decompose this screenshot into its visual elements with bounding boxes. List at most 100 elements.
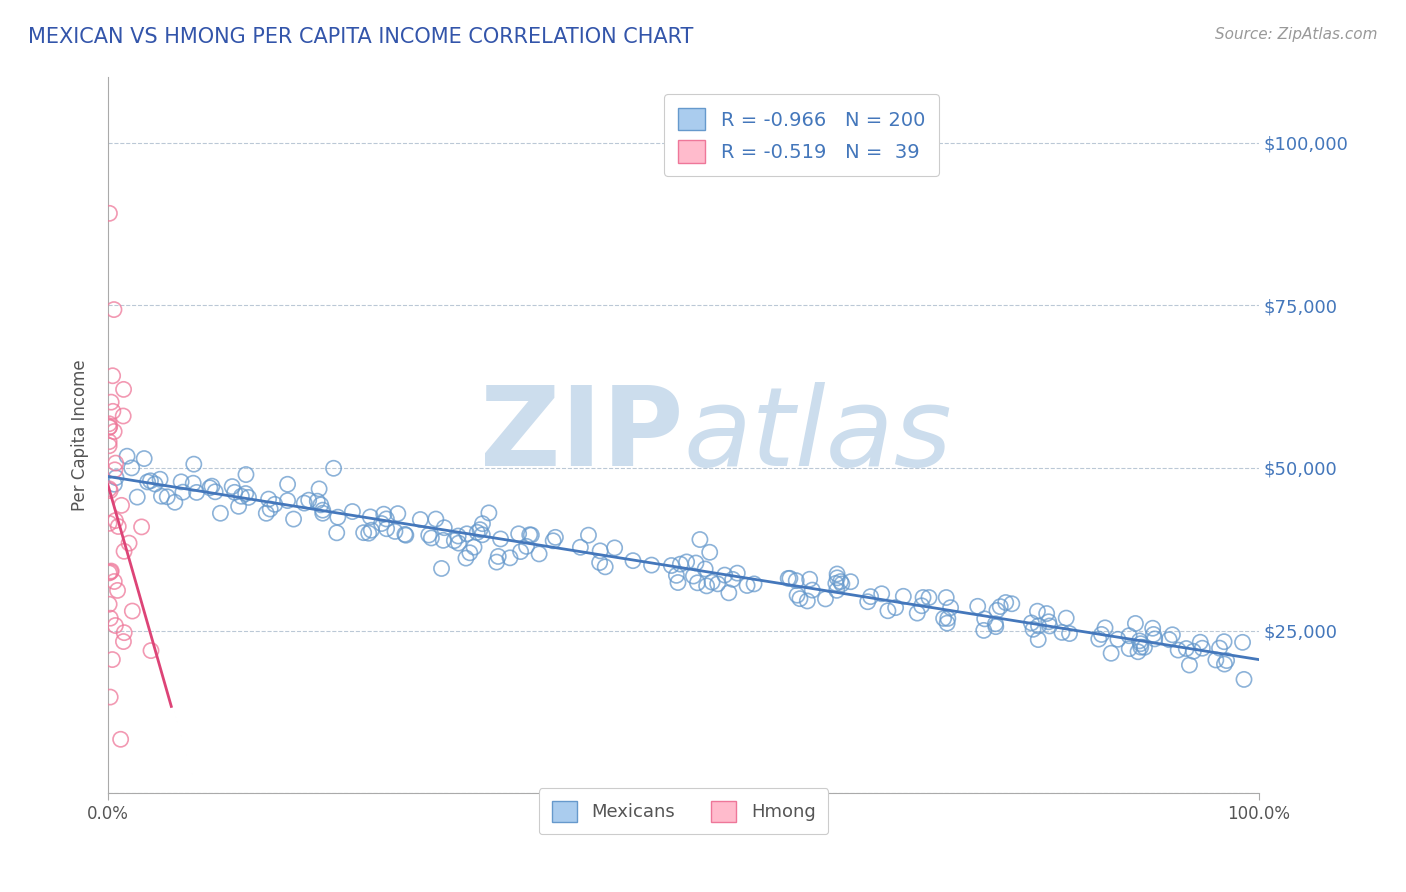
Point [263, 497, 285, 511]
Point [373, 507, 395, 521]
Point [508, 526, 530, 541]
Point [994, 595, 1017, 609]
Point [100, 565, 122, 579]
Point [104, 470, 127, 484]
Point [98, 483, 121, 498]
Point [110, 499, 132, 513]
Point [675, 555, 697, 569]
Point [430, 561, 453, 575]
Point [696, 579, 718, 593]
Point [433, 521, 456, 535]
Point [115, 449, 138, 463]
Point [1129, 637, 1152, 651]
Point [541, 533, 564, 548]
Point [918, 591, 941, 605]
Point [1022, 623, 1045, 637]
Point [257, 492, 280, 507]
Point [104, 456, 127, 470]
Point [891, 589, 914, 603]
Point [682, 569, 704, 583]
Point [1035, 607, 1057, 621]
Point [98, 420, 121, 434]
Point [150, 489, 173, 503]
Point [98, 206, 121, 220]
Point [509, 544, 531, 558]
Point [186, 485, 208, 500]
Point [198, 481, 221, 495]
Point [312, 506, 335, 520]
Point [544, 530, 567, 544]
Point [201, 479, 224, 493]
Point [485, 555, 508, 569]
Point [359, 509, 381, 524]
Point [298, 493, 321, 508]
Point [721, 573, 744, 587]
Point [519, 528, 541, 542]
Point [98, 439, 121, 453]
Point [932, 611, 955, 625]
Point [839, 574, 862, 589]
Point [118, 536, 141, 550]
Point [499, 550, 522, 565]
Point [700, 575, 723, 590]
Point [395, 528, 418, 542]
Point [228, 500, 250, 514]
Point [831, 577, 853, 591]
Point [312, 503, 335, 517]
Point [98, 434, 121, 449]
Point [912, 591, 935, 605]
Text: MEXICAN VS HMONG PER CAPITA INCOME CORRELATION CHART: MEXICAN VS HMONG PER CAPITA INCOME CORRE… [28, 27, 693, 46]
Point [394, 527, 416, 541]
Point [789, 591, 811, 606]
Point [689, 533, 711, 547]
Point [139, 474, 162, 488]
Point [104, 618, 127, 632]
Point [725, 566, 748, 581]
Point [136, 475, 159, 489]
Point [717, 586, 740, 600]
Point [939, 600, 962, 615]
Point [471, 516, 494, 531]
Point [322, 461, 344, 475]
Point [204, 484, 226, 499]
Point [988, 599, 1011, 614]
Point [104, 514, 127, 528]
Point [1039, 619, 1062, 633]
Point [686, 575, 709, 590]
Point [224, 485, 246, 500]
Point [516, 540, 538, 554]
Point [778, 571, 800, 585]
Point [661, 558, 683, 573]
Point [101, 652, 124, 666]
Point [103, 477, 125, 491]
Point [443, 533, 465, 548]
Point [621, 554, 644, 568]
Point [1178, 658, 1201, 673]
Point [454, 551, 477, 566]
Point [973, 624, 995, 638]
Point [149, 472, 172, 486]
Point [589, 544, 612, 558]
Point [520, 528, 543, 542]
Point [984, 616, 1007, 631]
Point [100, 395, 122, 409]
Point [235, 467, 257, 482]
Point [231, 489, 253, 503]
Point [409, 512, 432, 526]
Point [1167, 643, 1189, 657]
Point [695, 562, 717, 576]
Point [489, 532, 512, 546]
Text: ZIP: ZIP [481, 382, 683, 489]
Y-axis label: Per Capita Income: Per Capita Income [72, 359, 89, 511]
Point [1021, 615, 1043, 630]
Point [1118, 641, 1140, 656]
Point [1038, 615, 1060, 629]
Point [112, 544, 135, 558]
Point [259, 502, 281, 516]
Point [110, 732, 132, 747]
Point [209, 506, 232, 520]
Point [1213, 657, 1236, 671]
Point [387, 507, 409, 521]
Point [98, 417, 121, 431]
Point [1087, 632, 1109, 646]
